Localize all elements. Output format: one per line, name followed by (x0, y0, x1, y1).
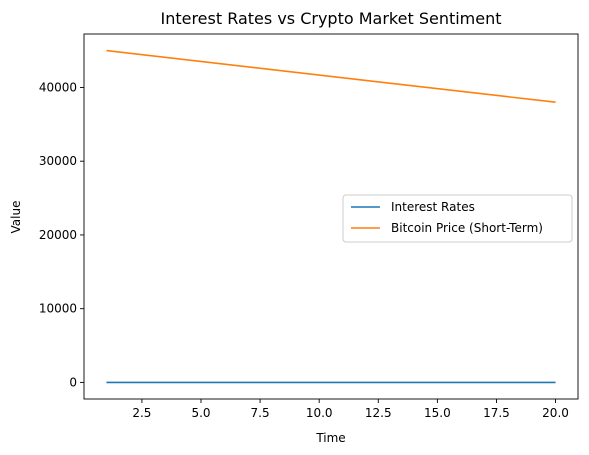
series-line-1 (106, 49, 556, 104)
x-tick-label: 20.0 (542, 406, 569, 420)
x-tick-label: 12.5 (365, 406, 392, 420)
x-tick-label: 7.5 (251, 406, 270, 420)
y-tick-label: 10000 (39, 302, 77, 316)
legend-items: Interest Rates Bitcoin Price (Short-Term) (351, 200, 543, 235)
y-tick-label: 30000 (39, 154, 77, 168)
legend-frame (342, 194, 573, 243)
series-layer (106, 49, 556, 384)
x-tick-label: 5.0 (191, 406, 210, 420)
y-tick-label: 0 (69, 375, 77, 389)
x-tick-label: 15.0 (424, 406, 451, 420)
y-axis-ticks: 0 10000 20000 30000 40000 (39, 80, 84, 389)
x-tick-label: 17.5 (483, 406, 510, 420)
legend-label: Bitcoin Price (Short-Term) (391, 221, 543, 235)
x-tick-label: 10.0 (306, 406, 333, 420)
x-tick-label: 2.5 (132, 406, 151, 420)
x-axis-title: Time (315, 431, 345, 445)
y-tick-label: 40000 (39, 80, 77, 94)
y-axis-title: Value (9, 201, 23, 234)
chart-title: Interest Rates vs Crypto Market Sentimen… (160, 9, 501, 28)
y-tick-label: 20000 (39, 228, 77, 242)
plot-area-frame (83, 33, 579, 400)
x-axis-ticks: 2.5 5.0 7.5 10.0 12.5 15.0 17.5 20.0 (132, 399, 569, 420)
legend-label: Interest Rates (391, 200, 475, 214)
legend: Interest Rates Bitcoin Price (Short-Term) (342, 194, 573, 243)
